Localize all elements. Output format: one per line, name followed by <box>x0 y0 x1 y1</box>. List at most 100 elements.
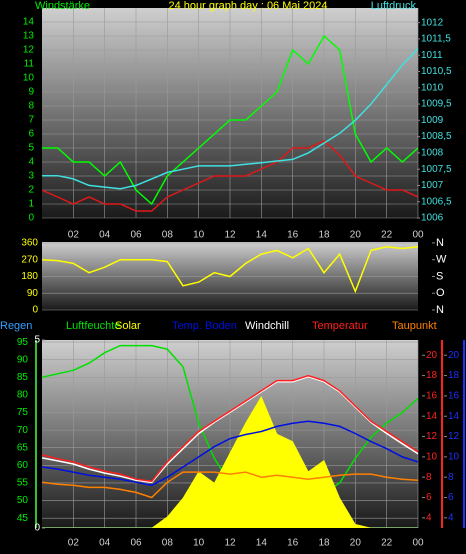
x-tick-label: 14 <box>256 230 268 241</box>
legend-entry: Luftfeuchte <box>66 320 120 332</box>
y-tick-label: 16 <box>426 391 438 402</box>
y-tick-label: 4 <box>28 157 34 168</box>
y-tick-label: 14 <box>426 411 438 422</box>
legend-entry: Regen <box>0 320 32 332</box>
y-tick-label: 0 <box>28 213 34 224</box>
x-tick-label: 02 <box>68 538 80 549</box>
y-tick-label: 360 <box>21 238 38 249</box>
y-tick-label: 6 <box>28 129 34 140</box>
y-tick-label: 1006 <box>421 213 444 224</box>
legend-entry: Taupunkt <box>392 320 437 332</box>
legend-entry: Temp. Boden <box>172 320 237 332</box>
y-tick-label: 8 <box>448 472 454 483</box>
y-tick-label: 13 <box>23 31 35 42</box>
x-tick-label: 06 <box>130 538 142 549</box>
x-tick-label: 08 <box>162 538 174 549</box>
y-tick-label: 90 <box>17 354 29 365</box>
y-tick-label: 5 <box>28 143 34 154</box>
y-tick-label: 1011 <box>421 50 443 61</box>
x-tick-label: 14 <box>256 538 268 549</box>
y-tick-label: 45 <box>17 513 29 524</box>
y-tick-label: 6 <box>448 492 454 503</box>
y-tick-label: 4 <box>426 512 432 523</box>
y-tick-label: 1006,5 <box>421 196 452 207</box>
area <box>42 395 418 528</box>
y-tick-label: 1007,5 <box>421 164 452 175</box>
y-tick-label: 1009 <box>421 115 444 126</box>
x-tick-label: 22 <box>381 230 393 241</box>
y-tick-label: O <box>436 287 445 299</box>
y-tick-label: 80 <box>17 390 29 401</box>
y-tick-label: 10 <box>426 452 438 463</box>
y-tick-label: 180 <box>21 271 38 282</box>
y-tick-label: 16 <box>448 391 460 402</box>
y-axis-title: Windstärke <box>35 0 90 12</box>
x-tick-label: 16 <box>287 538 299 549</box>
y-tick-label: 12 <box>426 431 438 442</box>
x-tick-label: 02 <box>68 230 80 241</box>
y-tick-label: 18 <box>448 370 460 381</box>
y-tick-label: 12 <box>23 45 35 56</box>
y-tick-label: S <box>436 270 443 282</box>
y-tick-label: 20 <box>448 350 460 361</box>
y-tick-label: 60 <box>17 460 29 471</box>
y-tick-label: 10 <box>448 452 460 463</box>
y-tick-label: 270 <box>21 254 38 265</box>
x-tick-label: 10 <box>193 230 205 241</box>
y-tick-label: 70 <box>17 425 29 436</box>
y-tick-label: 4 <box>448 512 454 523</box>
line <box>42 48 418 190</box>
x-tick-label: 12 <box>224 538 236 549</box>
y-tick-label: 50 <box>17 495 29 506</box>
x-tick-label: 18 <box>318 538 330 549</box>
y-tick-label: 2 <box>28 185 34 196</box>
y-tick-label: 8 <box>28 101 34 112</box>
x-tick-label: 22 <box>381 538 393 549</box>
y-tick-label: 1008,5 <box>421 131 452 142</box>
line <box>42 420 418 487</box>
x-tick-label: 04 <box>99 538 111 549</box>
y-tick-label: 14 <box>23 17 35 28</box>
y-tick-label: 1009,5 <box>421 99 452 110</box>
y-tick-label: 90 <box>27 288 39 299</box>
y-tick-label: 10 <box>23 73 35 84</box>
x-tick-label: 10 <box>193 538 205 549</box>
x-tick-label: 00 <box>412 538 424 549</box>
y-tick-label: 85 <box>17 372 29 383</box>
line <box>42 471 418 499</box>
line <box>42 374 418 483</box>
y2-axis-title: Luftdruck <box>371 0 417 12</box>
y-tick-label: 20 <box>426 350 438 361</box>
y-tick-label: 0 <box>32 305 38 316</box>
line <box>42 140 418 212</box>
x-tick-label: 06 <box>130 230 142 241</box>
y-tick-label: 95 <box>17 337 29 348</box>
y-tick-label: 6 <box>426 492 432 503</box>
y-tick-label: 1007 <box>421 180 444 191</box>
y-tick-label: 7 <box>28 115 34 126</box>
x-tick-label: 18 <box>318 230 330 241</box>
x-tick-label: 12 <box>224 230 236 241</box>
y-tick-label: 18 <box>426 370 438 381</box>
legend-entry: Solar <box>115 320 141 332</box>
y-tick-label: 12 <box>448 431 460 442</box>
y-tick-label: 0 <box>34 523 40 534</box>
y-tick-label: 1008 <box>421 148 444 159</box>
y-tick-label: 1010 <box>421 82 444 93</box>
y-tick-label: 3 <box>28 171 34 182</box>
y-tick-label: 75 <box>17 407 29 418</box>
y-tick-label: 8 <box>426 472 432 483</box>
x-tick-label: 16 <box>287 230 299 241</box>
x-tick-label: 20 <box>350 230 362 241</box>
y-tick-label: N <box>436 304 444 316</box>
legend-entry: Windchill <box>245 320 289 332</box>
y-tick-label: 14 <box>448 411 460 422</box>
chart-title: 24 hour graph day : 06 Mai 2024 <box>168 0 327 12</box>
x-tick-label: 04 <box>99 230 111 241</box>
y-tick-label: N <box>436 237 444 249</box>
y-tick-label: W <box>436 254 447 266</box>
y-tick-label: 11 <box>24 59 35 70</box>
y-tick-label: 1010,5 <box>421 66 452 77</box>
y-tick-label: 9 <box>28 87 34 98</box>
